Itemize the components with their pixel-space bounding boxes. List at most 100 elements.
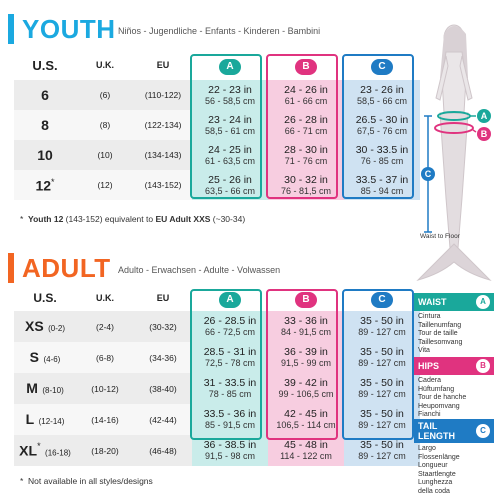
tail-in: 35 - 50 in xyxy=(360,346,404,358)
table-row: M (8-10) (10-12) (38-40) 31 - 33.5 in 78 … xyxy=(14,373,420,404)
youth-subtitle: Niños - Jugendliche - Enfants - Kinderen… xyxy=(118,26,321,36)
tail-cell: 35 - 50 in 89 - 127 cm xyxy=(344,373,420,404)
youth-header-us: U.S. xyxy=(32,57,58,73)
youth-accent-bar xyxy=(8,14,14,44)
waist-cm: 66 - 72,5 cm xyxy=(204,327,256,337)
youth-title: YOUTH xyxy=(22,14,116,44)
figure-label-c: C xyxy=(425,169,432,179)
youth-header-b: B xyxy=(268,50,344,80)
uk-size: (10) xyxy=(76,140,134,170)
waist-in: 25 - 26 in xyxy=(208,173,252,186)
waist-cm: 91,5 - 98 cm xyxy=(204,451,256,461)
legend-tail: TAIL LENGTH C Largo Flossenlänge Longueu… xyxy=(414,419,494,498)
adult-footnote: * Not available in all styles/designs xyxy=(20,476,153,486)
badge-a-icon: A xyxy=(219,291,241,308)
us-size-value: XS xyxy=(24,317,44,334)
hips-cm: 91,5 - 99 cm xyxy=(280,358,332,368)
asterisk-mark: * xyxy=(20,214,24,224)
asterisk-mark: * xyxy=(51,176,55,187)
eu-size: (38-40) xyxy=(134,373,192,404)
uk-size: (2-4) xyxy=(76,311,134,342)
waist-in: 33.5 - 36 in xyxy=(203,408,257,420)
badge-c-icon: C xyxy=(371,291,393,308)
adult-header-us: U.S. xyxy=(33,291,57,305)
tail-in: 30 - 33.5 in xyxy=(355,143,409,156)
us-size: L (12-14) xyxy=(14,404,76,435)
youth-header-eu: EU xyxy=(156,60,170,70)
badge-b-icon: B xyxy=(476,359,490,373)
waist-cm: 72,5 - 78 cm xyxy=(204,358,256,368)
eu-size: (42-44) xyxy=(134,404,192,435)
mermaid-figure-icon: A B C xyxy=(416,24,492,281)
hips-in: 45 - 48 in xyxy=(284,439,328,451)
hips-cell: 36 - 39 in 91,5 - 99 cm xyxy=(268,342,344,373)
tail-cell: 35 - 50 in 89 - 127 cm xyxy=(344,311,420,342)
tail-cm: 89 - 127 cm xyxy=(358,420,406,430)
hips-cell: 26 - 28 in 66 - 71 cm xyxy=(268,110,344,140)
table-row: 6 (6) (110-122) 22 - 23 in 56 - 58,5 cm 2… xyxy=(14,80,420,110)
us-size: 10 xyxy=(14,140,76,170)
legend-line: Largo xyxy=(418,445,436,452)
eu-size: (110-122) xyxy=(134,80,192,110)
hips-cm: 71 - 76 cm xyxy=(284,155,328,166)
waist-cm: 78 - 85 cm xyxy=(208,389,252,399)
tail-in: 35 - 50 in xyxy=(360,315,404,327)
tail-cell: 33.5 - 37 in 85 - 94 cm xyxy=(344,170,420,200)
waist-cm: 58,5 - 61 cm xyxy=(204,125,256,136)
youth-header-uk: U.K. xyxy=(96,60,114,70)
badge-b-icon: B xyxy=(295,58,317,75)
uk-size: (6-8) xyxy=(76,342,134,373)
us-size: XS (0-2) xyxy=(14,311,76,342)
us-size-value: XL xyxy=(19,442,38,459)
tail-cm: 89 - 127 cm xyxy=(358,451,406,461)
tail-in: 35 - 50 in xyxy=(360,408,404,420)
hips-in: 26 - 28 in xyxy=(284,113,328,126)
tail-cell: 35 - 50 in 89 - 127 cm xyxy=(344,342,420,373)
us-size-value: L xyxy=(25,410,35,427)
legend-line: Staartlengte xyxy=(418,470,456,478)
tail-cell: 35 - 50 in 89 - 127 cm xyxy=(344,404,420,435)
adult-header-b: B xyxy=(268,285,344,311)
uk-size: (8) xyxy=(76,110,134,140)
figure-label-a: A xyxy=(481,111,488,121)
waist-cell: 24 - 25 in 61 - 63,5 cm xyxy=(192,140,268,170)
hips-in: 24 - 26 in xyxy=(284,83,328,96)
hips-cell: 24 - 26 in 61 - 66 cm xyxy=(268,80,344,110)
table-row: 8 (8) (122-134) 23 - 24 in 58,5 - 61 cm 2… xyxy=(14,110,420,140)
waist-cm: 63,5 - 66 cm xyxy=(204,185,256,196)
legend-line: Lunghezza xyxy=(418,479,453,486)
tail-in: 35 - 50 in xyxy=(360,377,404,389)
legend-line: Fianchi xyxy=(418,411,441,418)
hips-cell: 45 - 48 in 114 - 122 cm xyxy=(268,435,344,466)
us-size-numeric: (8-10) xyxy=(42,385,64,395)
us-size: 8 xyxy=(14,110,76,140)
legend-waist-title: WAIST xyxy=(418,297,447,307)
waist-in: 36 - 38.5 in xyxy=(203,439,257,451)
tail-in: 26.5 - 30 in xyxy=(355,113,409,126)
hips-cm: 84 - 91,5 cm xyxy=(280,327,332,337)
badge-a-icon: A xyxy=(476,295,490,309)
adult-subtitle: Adulto - Erwachsen - Adulte - Volwassen xyxy=(118,265,281,275)
badge-c-icon: C xyxy=(476,424,490,438)
waist-in: 23 - 24 in xyxy=(208,113,252,126)
legend-line: Cadera xyxy=(418,377,441,384)
tail-cm: 89 - 127 cm xyxy=(358,327,406,337)
us-size-value: M xyxy=(26,379,38,396)
waist-cell: 23 - 24 in 58,5 - 61 cm xyxy=(192,110,268,140)
tail-cell: 23 - 26 in 58,5 - 66 cm xyxy=(344,80,420,110)
us-size: XL* (16-18) xyxy=(14,435,76,466)
legend-line: Vita xyxy=(418,347,430,354)
waist-cell: 25 - 26 in 63,5 - 66 cm xyxy=(192,170,268,200)
asterisk-mark: * xyxy=(20,476,24,486)
legend-waist: WAIST A Cintura Taillenumfang Tour de ta… xyxy=(414,293,494,358)
hips-cm: 66 - 71 cm xyxy=(284,125,328,136)
legend-tail-header: TAIL LENGTH C xyxy=(414,419,494,443)
legend-line: Heupomvang xyxy=(418,402,460,410)
tail-cm: 85 - 94 cm xyxy=(360,185,404,196)
figure-label-b: B xyxy=(481,129,488,139)
hips-in: 28 - 30 in xyxy=(284,143,328,156)
footnote-availability: Not available in all styles/designs xyxy=(28,476,153,486)
hips-in: 33 - 36 in xyxy=(284,315,328,327)
tail-cm: 89 - 127 cm xyxy=(358,358,406,368)
legend-tail-lines: Largo Flossenlänge Longueur Staartlengte… xyxy=(414,443,494,498)
